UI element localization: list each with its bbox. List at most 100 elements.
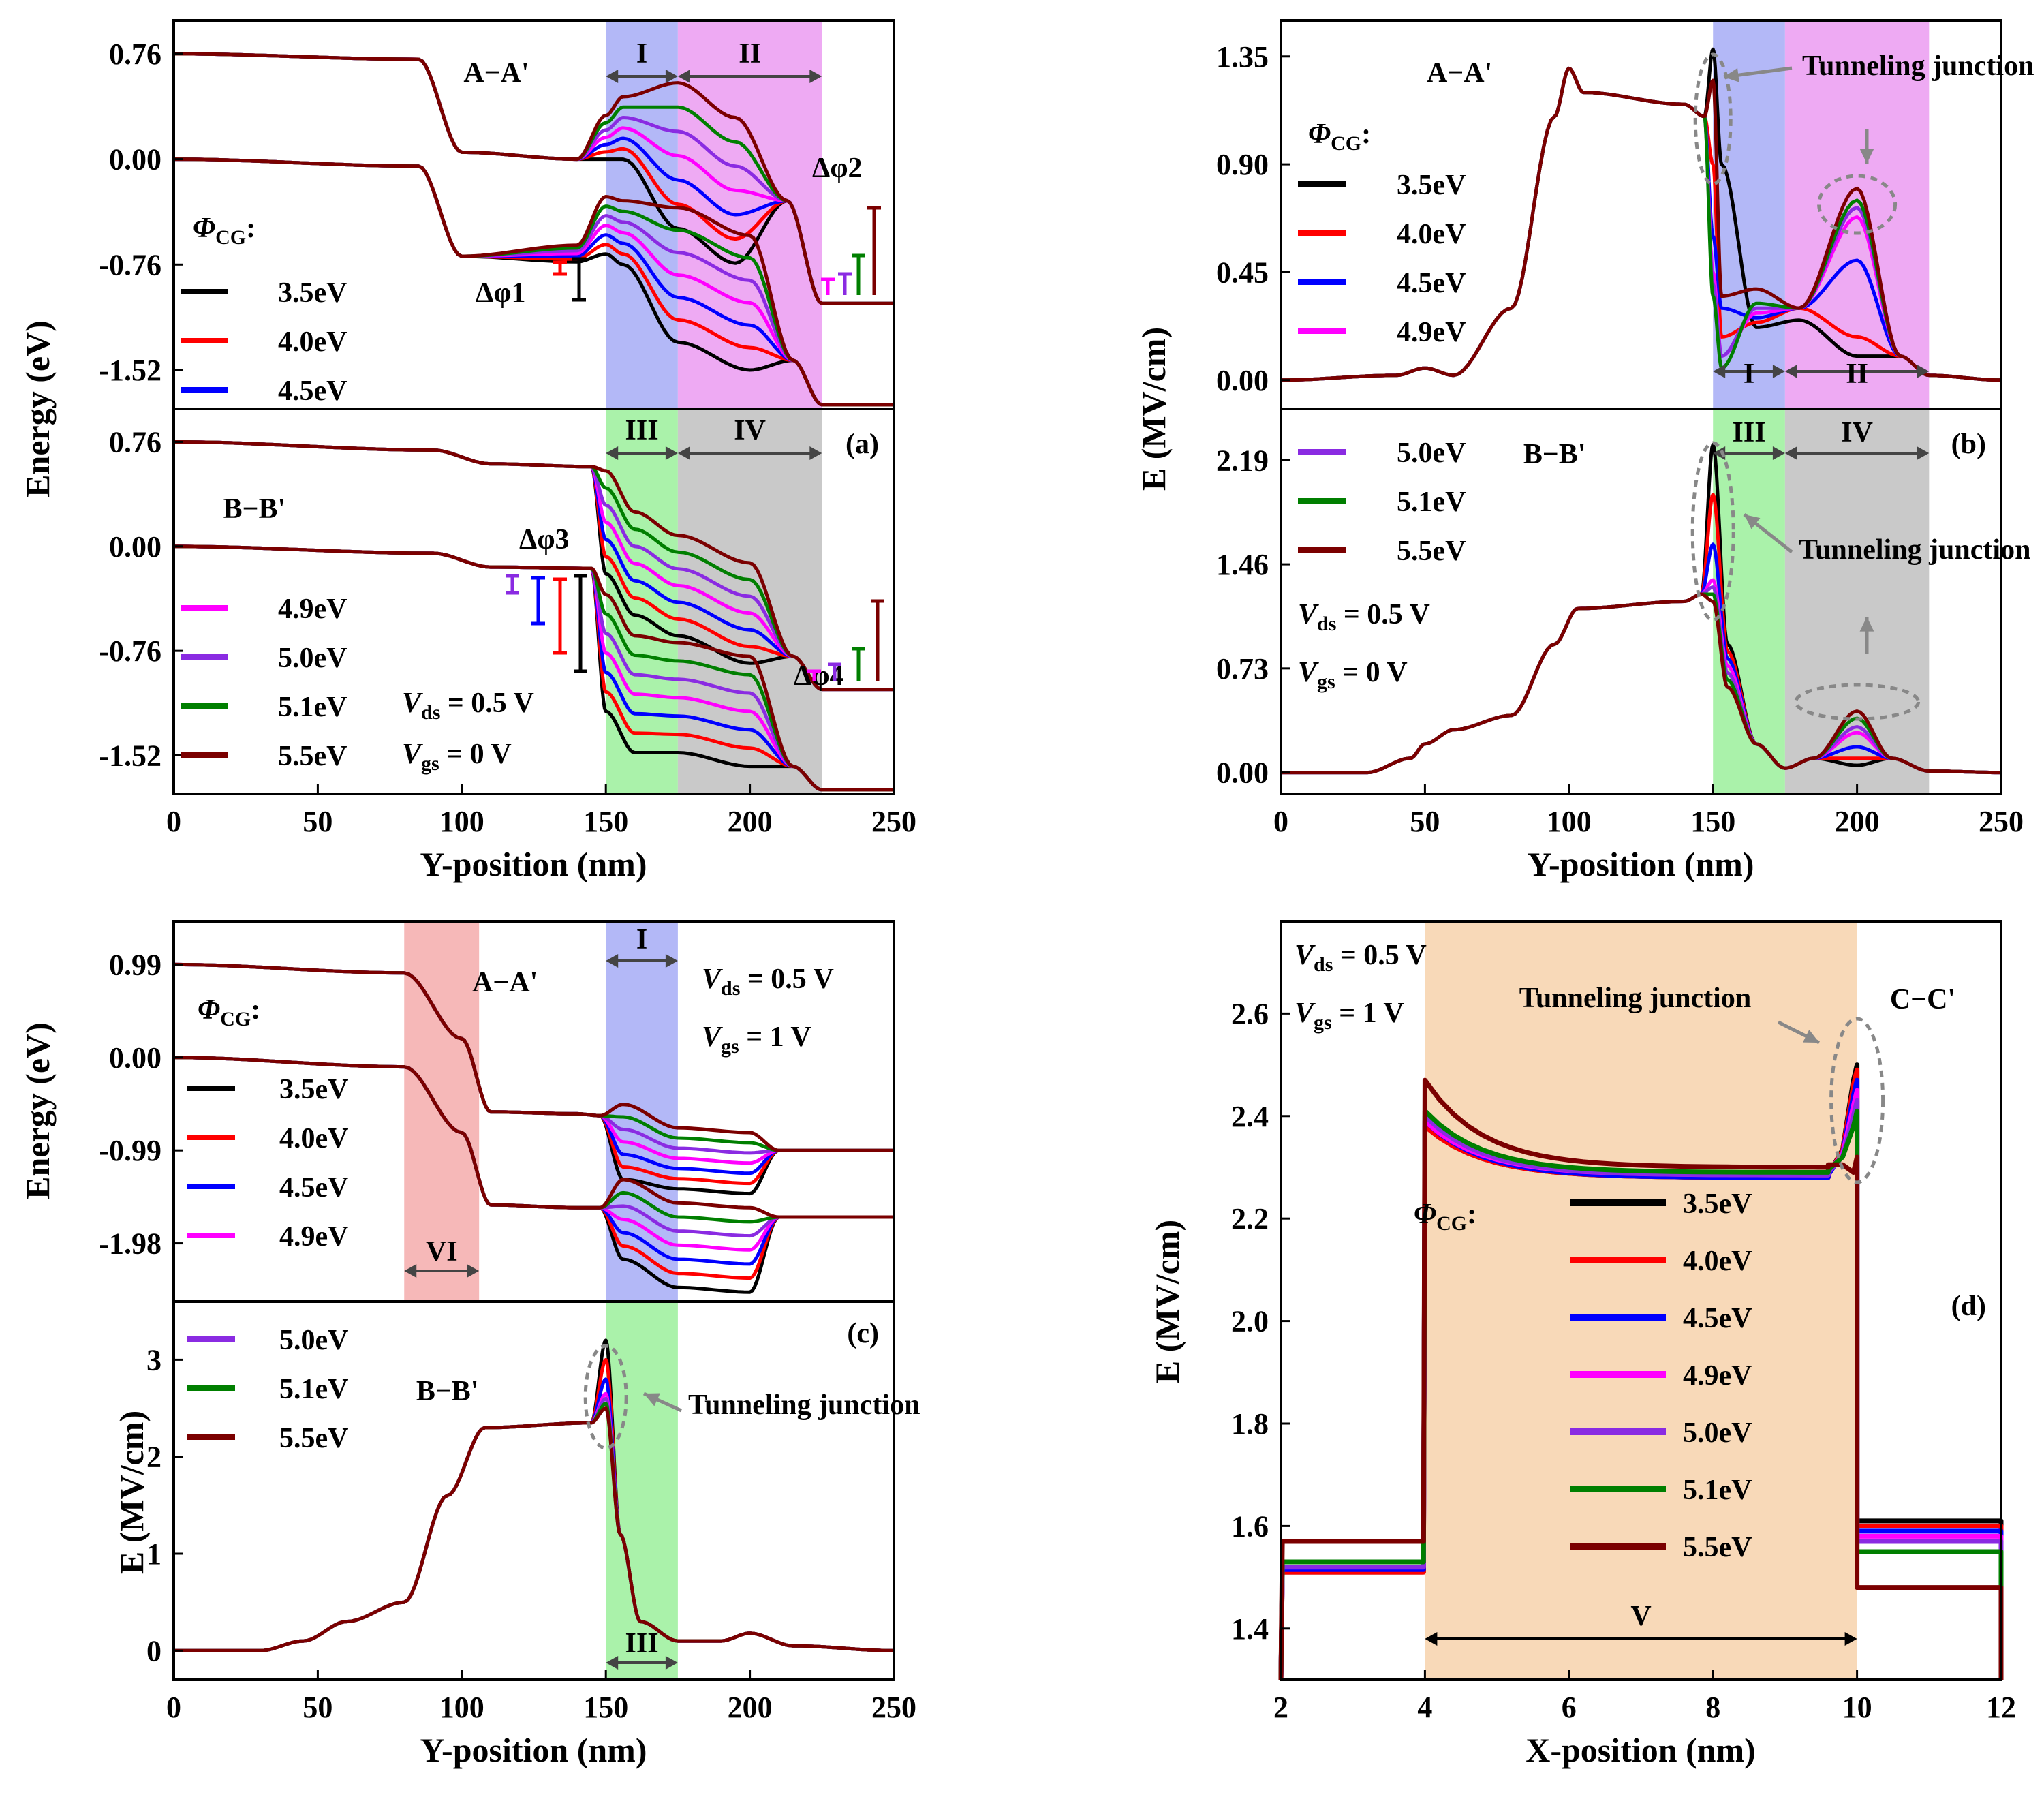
y-axis-title: E (MV/cm) [1148, 1220, 1186, 1383]
cond-vds-sub: ds [421, 701, 440, 724]
x-tick-label: 12 [1986, 1691, 2016, 1724]
legend-label: 4.0eV [278, 326, 347, 358]
cond-vgs-rest: = 0 V [1335, 657, 1408, 688]
y-tick-label: 2.2 [1231, 1202, 1269, 1235]
delta-marker [531, 576, 545, 626]
tunneling-label: Tunneling junction [688, 1389, 920, 1421]
y-tick-label: 1.8 [1231, 1407, 1269, 1441]
y-tick-label: 1 [146, 1537, 161, 1571]
x-tick-label: 150 [583, 1691, 628, 1724]
tunneling-ellipse [1817, 174, 1898, 235]
panel-label: (c) [847, 1318, 879, 1349]
region-label: V [1630, 1601, 1651, 1632]
x-tick-label: 200 [728, 1691, 773, 1724]
y-axis-title: E (MV/cm) [1134, 327, 1173, 491]
tunneling-arrow-head [1803, 1029, 1819, 1043]
curve-vb-5.5eV [173, 157, 894, 407]
section-label: B−B' [1523, 439, 1586, 470]
y-tick-label: 3 [146, 1343, 161, 1377]
y-axis-title: E (MV/cm) [112, 1411, 151, 1574]
y-tick-label: -0.76 [99, 634, 161, 668]
legend-label: 3.5eV [1397, 170, 1466, 201]
cond-vds: Vds = 0.5 V [402, 688, 534, 724]
y-tick-label: -0.99 [99, 1134, 161, 1167]
x-tick-label: 6 [1562, 1691, 1577, 1724]
phi-sub: CG [220, 1008, 251, 1030]
region-label: I [636, 38, 647, 70]
x-tick-label: 250 [1979, 805, 2024, 838]
x-axis-title: Y-position (nm) [420, 1731, 647, 1769]
x-tick-label: 100 [439, 1691, 484, 1724]
tunneling-arrow-head [1724, 67, 1739, 82]
legend-label: 5.1eV [1683, 1475, 1752, 1506]
panel-label: (d) [1951, 1291, 1986, 1322]
legend-label: 5.1eV [278, 692, 347, 723]
legend-label: 3.5eV [278, 277, 347, 309]
cond-vds: Vds = 0.5 V [1298, 599, 1430, 635]
cond-vds-sub: ds [721, 977, 740, 1000]
region-label: III [625, 415, 659, 446]
region-I [1713, 22, 1785, 408]
legend-label: 4.0eV [279, 1123, 348, 1154]
tunneling-ellipse [583, 1344, 628, 1450]
legend-label: 4.5eV [279, 1172, 348, 1203]
y-tick-label: 1.35 [1216, 40, 1269, 74]
plot-frame [1280, 920, 2002, 1681]
curve-e-d-5.1eV [1278, 1108, 2004, 1680]
y-tick-label: 0.73 [1216, 652, 1269, 686]
x-tick-label: 100 [439, 805, 484, 838]
curve-cb-b-5.5eV [173, 440, 894, 692]
curve-vb-b-5.5eV [173, 544, 894, 792]
y-tick-label: 2.4 [1231, 1100, 1269, 1133]
y-tick-label: 0.90 [1216, 148, 1269, 181]
legend-title: ΦCG: [1308, 119, 1371, 155]
region-label: VI [426, 1236, 458, 1267]
x-tick-label: 100 [1547, 805, 1592, 838]
x-tick-label: 2 [1273, 1691, 1288, 1724]
curve-e-c-5.5eV [174, 1406, 895, 1652]
delta-marker [574, 574, 587, 673]
cond-vgs-rest: = 1 V [739, 1021, 811, 1053]
colon: : [1361, 119, 1371, 150]
cond-vgs: Vgs = 1 V [702, 1021, 811, 1058]
cond-vds: Vds = 0.5 V [702, 964, 834, 1000]
legend-label: 5.5eV [1397, 536, 1466, 567]
plot-frame [172, 1300, 895, 1681]
colon: : [251, 994, 260, 1026]
tunneling-ellipse [1829, 1017, 1885, 1184]
delta-marker [871, 599, 884, 681]
cond-vgs-rest: = 1 V [1332, 998, 1404, 1029]
tunneling-label: Tunneling junction [1802, 50, 2034, 82]
cond-vgs-v: V [402, 739, 423, 770]
plot-frame [1280, 408, 2002, 795]
legend-label: 4.9eV [278, 594, 347, 625]
region-label: II [1846, 358, 1868, 390]
delta-phi-3: Δφ3 [519, 524, 570, 555]
legend-label: 4.5eV [1683, 1303, 1752, 1334]
y-tick-label: 1.4 [1231, 1612, 1269, 1646]
cond-vds-rest: = 0.5 V [440, 688, 534, 719]
legend-label: 4.5eV [1397, 268, 1466, 299]
legend-label: 5.5eV [1683, 1532, 1752, 1563]
y-tick-label: -1.52 [99, 739, 161, 773]
region-IV [677, 410, 822, 793]
legend-label: 5.5eV [278, 741, 347, 772]
phi: Φ [1308, 119, 1331, 150]
x-axis-title: X-position (nm) [1526, 1731, 1756, 1769]
tunneling-arrow-head [1744, 514, 1761, 529]
x-tick-label: 50 [1410, 805, 1440, 838]
colon: : [246, 213, 256, 244]
cond-vds: Vds = 0.5 V [1295, 940, 1427, 976]
legend-label: 5.5eV [279, 1423, 348, 1454]
cond-vgs: Vgs = 1 V [1295, 998, 1404, 1034]
curve-vb-c-5.5eV [173, 1056, 894, 1219]
delta-marker [852, 253, 865, 295]
region-label: IV [1841, 417, 1873, 448]
y-tick-label: 0.00 [1216, 364, 1269, 397]
cond-vgs-v: V [1295, 998, 1316, 1029]
phi-sub: CG [1331, 132, 1361, 155]
phi-sub: CG [1436, 1212, 1467, 1235]
x-tick-label: 250 [871, 1691, 916, 1724]
delta-marker [506, 574, 519, 595]
